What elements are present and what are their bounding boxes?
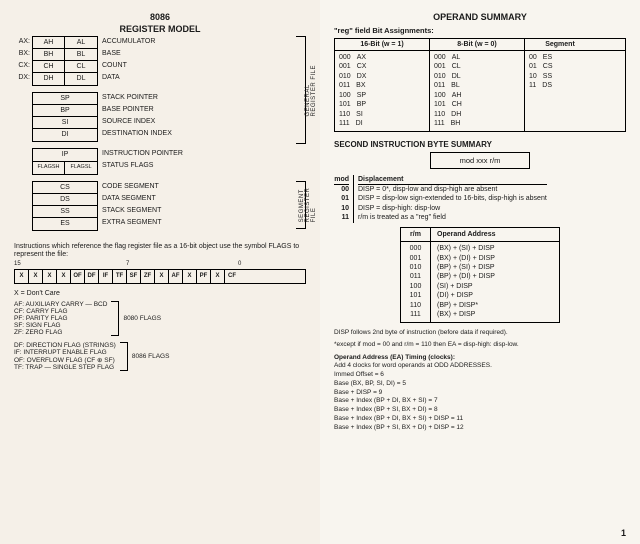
except-note: *except if mod = 00 and r/m = 110 then E… (334, 341, 626, 349)
mod-displacement-table: mod00011011 DisplacementDISP = 0*, disp-… (334, 175, 626, 223)
ip-flags: IP FLAGSHFLAGSL INSTRUCTION POINTERSTATU… (14, 148, 306, 175)
general-regs: AX:BX:CX:DX: AHALBHBLCHCLDHDL ACCUMULATO… (14, 36, 293, 86)
title-regmodel: REGISTER MODEL (14, 24, 306, 34)
segment-regs: CSDSSSES CODE SEGMENTDATA SEGMENTSTACK S… (14, 181, 293, 231)
flag-bits-table: XXXXOFDFIFTFSFZFXAFXPFXCF (14, 269, 306, 284)
dontcare: X = Don't Care (14, 290, 306, 298)
reg-field-subtitle: "reg" field Bit Assignments: (334, 26, 626, 35)
reg-assignment-table: 16-Bit (w = 1) 8-Bit (w = 0) Segment 000… (334, 38, 626, 132)
segment-file-label: SEGMENT REGISTER FILE (299, 187, 317, 222)
second-byte-title: SECOND INSTRUCTION BYTE SUMMARY (334, 140, 626, 149)
right-page: OPERAND SUMMARY "reg" field Bit Assignme… (320, 0, 640, 544)
page-number: 1 (621, 528, 626, 538)
rm-operand-table: r/mOperand Address 000001010011100101110… (400, 227, 560, 323)
general-file-label: GENERAL REGISTER FILE (305, 64, 317, 117)
flags-8086: DF: DIRECTION FLAG (STRINGS)IF: INTERRUP… (14, 342, 306, 371)
pointer-regs: SPBPSIDI STACK POINTERBASE POINTERSOURCE… (14, 92, 293, 142)
disp-note: DISP follows 2nd byte of instruction (be… (334, 329, 626, 337)
ea-timing: Operand Address (EA) Timing (clocks): Ad… (334, 354, 626, 433)
flags-note: Instructions which reference the flag re… (14, 243, 306, 260)
flags-8080: AF: AUXILIARY CARRY — BCDCF: CARRY FLAGP… (14, 301, 306, 336)
mod-byte-box: mod xxx r/m (430, 152, 530, 169)
left-page: 8086 REGISTER MODEL AX:BX:CX:DX: AHALBHB… (0, 0, 320, 544)
operand-title: OPERAND SUMMARY (334, 12, 626, 22)
title-8086: 8086 (14, 12, 306, 22)
